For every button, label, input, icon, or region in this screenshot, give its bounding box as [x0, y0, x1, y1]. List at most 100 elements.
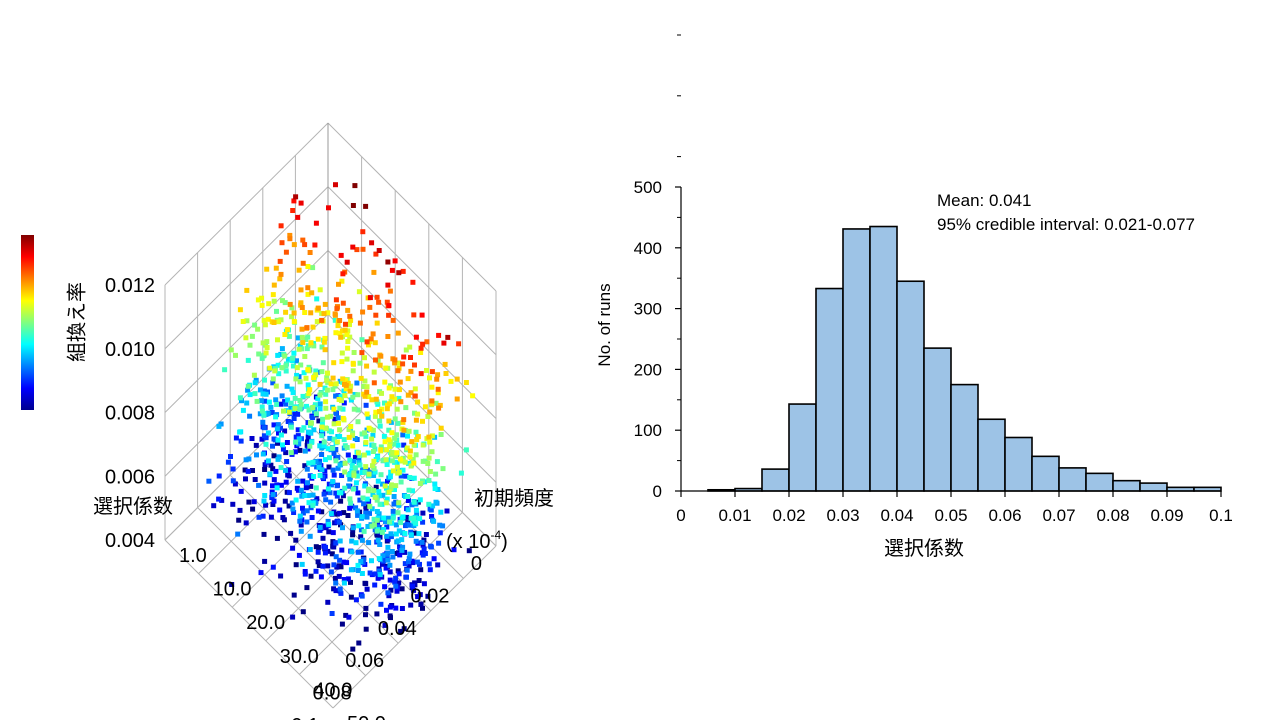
- scatter-point: [371, 380, 377, 386]
- scatter-point: [315, 549, 321, 555]
- scatter-point: [412, 386, 418, 392]
- scatter-point: [395, 330, 401, 336]
- scatter-point: [331, 360, 337, 366]
- scatter-point: [369, 397, 375, 403]
- scatter-point: [408, 602, 414, 608]
- scatter-point: [246, 499, 252, 505]
- scatter-point: [388, 469, 394, 475]
- scatter-point: [387, 288, 393, 294]
- scatter-point: [379, 413, 385, 419]
- scatter-point: [428, 544, 434, 550]
- scatter-point: [395, 420, 401, 426]
- scatter-point: [336, 490, 342, 496]
- scatter-point: [316, 418, 322, 424]
- scatter-point: [385, 590, 391, 596]
- scatter-point: [344, 332, 350, 337]
- scatter-point: [347, 334, 353, 340]
- scatter-point: [393, 522, 399, 528]
- scatter-point: [257, 387, 263, 393]
- scatter-point: [321, 311, 327, 317]
- scatter-point: [420, 605, 425, 611]
- scatter-point: [358, 375, 364, 381]
- scatter-point: [319, 452, 325, 457]
- scatter-point: [408, 532, 414, 538]
- scatter-point: [408, 529, 414, 535]
- scatter-point: [338, 252, 344, 258]
- scatter-point: [371, 269, 377, 275]
- scatter-point: [320, 360, 326, 366]
- scatter-point: [259, 302, 265, 308]
- scatter-point: [359, 593, 365, 599]
- scatter-point: [310, 405, 316, 410]
- scatter-point: [364, 586, 370, 592]
- histogram-bar: [1085, 472, 1114, 492]
- scatter-point: [344, 445, 350, 450]
- scatter-point: [249, 333, 255, 339]
- scatter-point: [261, 317, 267, 323]
- scatter-point: [363, 510, 369, 516]
- scatter-point: [293, 497, 299, 503]
- scatter-point: [282, 498, 288, 504]
- scatter-point: [371, 488, 377, 494]
- scatter-x-axis-label: 選択係数: [93, 495, 173, 518]
- scatter-point: [313, 372, 319, 378]
- scatter-point: [282, 332, 288, 337]
- scatter-point: [400, 432, 406, 438]
- scatter-point: [304, 519, 310, 525]
- scatter-point: [360, 246, 366, 252]
- scatter-point: [411, 442, 417, 448]
- scatter-point: [274, 535, 280, 541]
- scatter-point: [294, 372, 300, 378]
- scatter-point: [411, 587, 417, 593]
- scatter-point: [363, 612, 368, 618]
- scatter-point: [398, 520, 404, 526]
- scatter-point: [388, 482, 394, 488]
- scatter-point: [323, 425, 329, 431]
- scatter-point: [339, 621, 345, 627]
- scatter-point: [288, 450, 294, 456]
- scatter-point: [401, 626, 407, 632]
- scatter-point: [435, 372, 441, 378]
- scatter-point: [315, 396, 321, 402]
- scatter-point: [334, 493, 340, 499]
- scatter-point: [392, 487, 397, 492]
- scatter-point: [237, 429, 243, 435]
- scatter-point: [326, 464, 332, 470]
- scatter-point: [438, 425, 444, 431]
- x-tick-label: 0.01: [718, 506, 751, 525]
- scatter-point: [333, 554, 339, 560]
- scatter-point: [333, 490, 339, 496]
- scatter-point: [271, 282, 277, 288]
- scatter-point: [426, 434, 432, 440]
- scatter-point: [340, 376, 346, 382]
- scatter-point: [374, 611, 380, 617]
- scatter-point: [308, 483, 314, 489]
- scatter-point: [311, 427, 317, 433]
- scatter-point: [262, 398, 268, 404]
- scatter-point: [271, 422, 277, 428]
- scatter-point: [306, 500, 312, 506]
- scatter-point: [274, 482, 280, 488]
- scatter-point: [373, 251, 379, 257]
- scatter-point: [384, 533, 390, 539]
- scatter-point: [394, 432, 400, 438]
- scatter-point: [216, 423, 222, 429]
- scatter-point: [311, 375, 317, 381]
- scatter-point: [286, 503, 292, 509]
- scatter-point: [419, 539, 425, 545]
- scatter-point: [451, 547, 457, 553]
- scatter-point: [410, 488, 415, 494]
- y-tick-label: 500: [634, 178, 662, 197]
- scatter-point: [269, 494, 275, 500]
- scatter-point: [356, 523, 362, 529]
- scatter-point: [433, 499, 439, 505]
- scatter-point: [292, 395, 298, 401]
- scatter-point: [359, 431, 365, 437]
- scatter-point: [350, 443, 356, 449]
- scatter-point: [322, 550, 328, 556]
- scatter-point: [405, 392, 411, 398]
- scatter-point: [418, 601, 424, 607]
- scatter-point: [418, 350, 424, 355]
- scatter-point: [323, 497, 329, 503]
